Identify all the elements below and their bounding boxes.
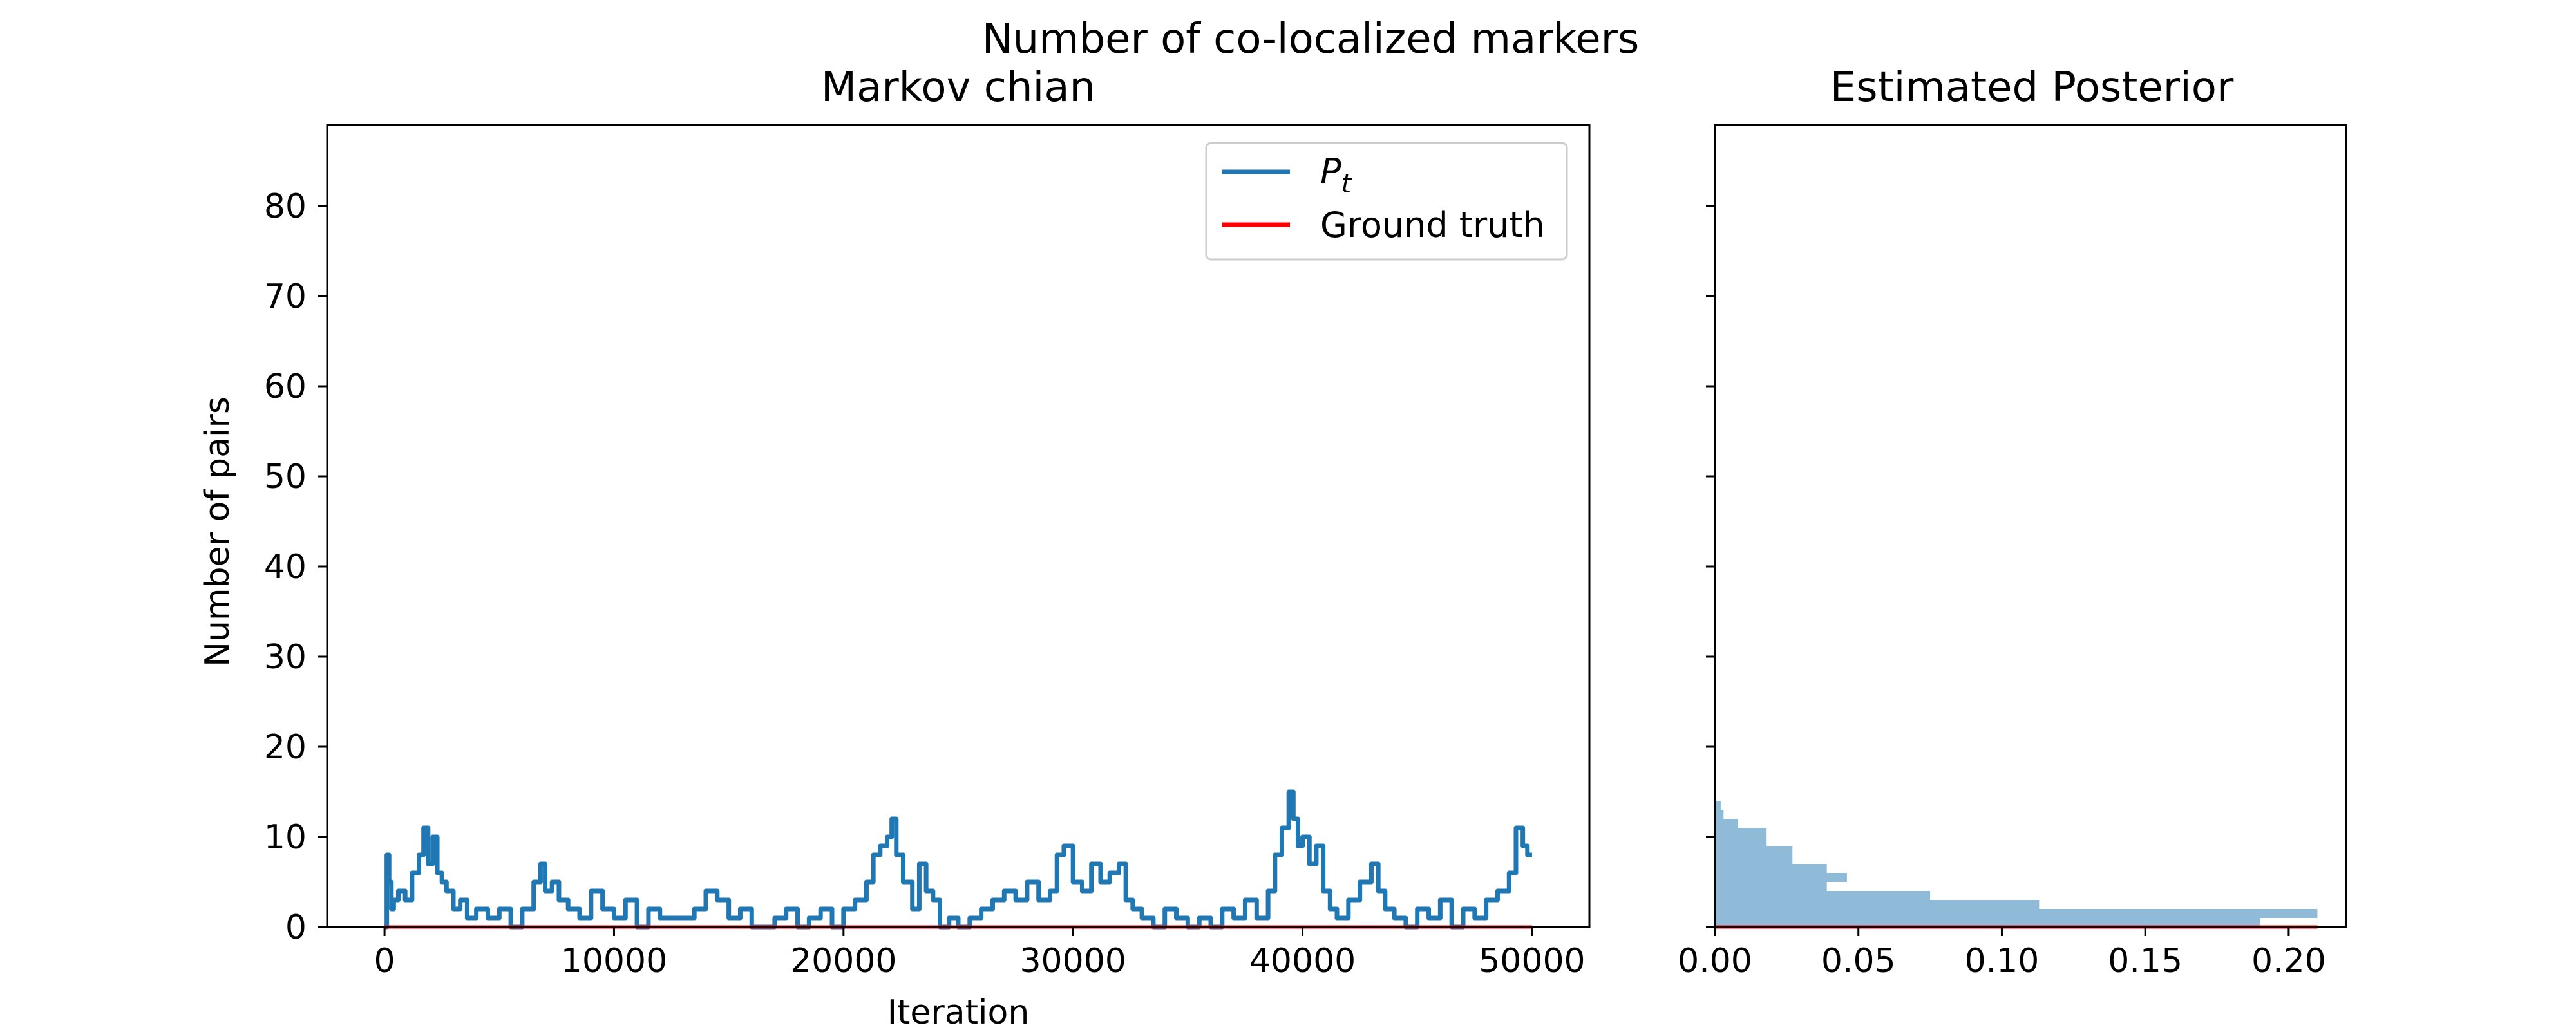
posterior-bar [1715,828,1767,837]
posterior-bar [1715,837,1767,846]
x-axis-label: Iteration [887,993,1030,1030]
x-tick-label: 10000 [561,942,667,980]
markov-chain-plot: 0 10000 20000 30000 40000 50000 0 10 20 30 40 50 60 7… [264,124,1591,980]
posterior-x-tick-label: 0.10 [1965,942,2040,980]
legend-frame [1205,142,1568,261]
legend-label-ground-truth: Ground truth [1320,205,1545,245]
posterior-bar [1715,909,2318,918]
legend: Pt Ground truth [1205,142,1568,261]
x-tick-label: 20000 [790,942,896,980]
posterior-axes-frame [1714,124,2347,928]
posterior-x-tick-label: 0.00 [1678,942,1752,980]
legend-label-pt-sub: t [1341,169,1352,199]
x-tick-label: 30000 [1019,942,1126,980]
y-tick-label: 10 [264,818,307,857]
posterior-bar [1715,819,1738,828]
posterior-bar [1715,873,1847,882]
posterior-x-tick-label: 0.20 [2251,942,2326,980]
y-tick-label: 20 [264,728,307,767]
markov-chain-title: Markov chian [821,64,1095,111]
y-tick-label: 0 [285,908,307,947]
posterior-bar [1715,891,1931,900]
x-tick-label: 40000 [1249,942,1356,980]
y-tick-label: 50 [264,458,307,496]
posterior-bar [1715,864,1827,873]
posterior-bars-group [1715,801,2318,927]
x-tick-label: 50000 [1479,942,1585,980]
legend-label-pt: Pt [1320,151,1352,199]
posterior-bar [1715,900,2040,909]
y-axis-label: Number of pairs [198,397,237,667]
posterior-bar [1715,810,1724,819]
y-tick-label: 80 [264,187,307,226]
x-tick-label: 0 [374,942,395,980]
posterior-bar [1715,846,1793,855]
posterior-plot: 0.00 0.05 0.10 0.15 0.20 [1678,124,2347,980]
pt-series-line [384,789,1532,930]
posterior-bar [1715,918,2260,927]
legend-label-pt-main: P [1320,151,1341,192]
chain-series-group [384,789,1532,930]
posterior-bar [1715,801,1721,810]
posterior-bar [1715,882,1827,891]
posterior-x-tick-label: 0.15 [2108,942,2183,980]
y-tick-label: 60 [264,368,307,406]
posterior-x-tick-label: 0.05 [1821,942,1896,980]
y-tick-label: 40 [264,548,307,586]
y-tick-label: 30 [264,638,307,677]
y-tick-label: 70 [264,277,307,316]
figure-title: Number of co-localized markers [982,15,1640,63]
markov-chain-axes-frame [326,124,1591,928]
posterior-bar [1715,855,1793,864]
posterior-title: Estimated Posterior [1830,64,2234,111]
